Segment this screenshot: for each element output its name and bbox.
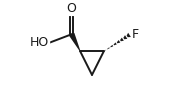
Polygon shape xyxy=(69,33,80,51)
Text: F: F xyxy=(132,28,139,41)
Polygon shape xyxy=(123,35,127,39)
Polygon shape xyxy=(114,42,117,45)
Polygon shape xyxy=(127,33,131,37)
Polygon shape xyxy=(120,38,124,41)
Polygon shape xyxy=(107,47,110,49)
Polygon shape xyxy=(117,40,120,43)
Text: HO: HO xyxy=(30,36,49,49)
Polygon shape xyxy=(104,50,106,51)
Polygon shape xyxy=(110,45,113,47)
Text: O: O xyxy=(67,2,77,15)
